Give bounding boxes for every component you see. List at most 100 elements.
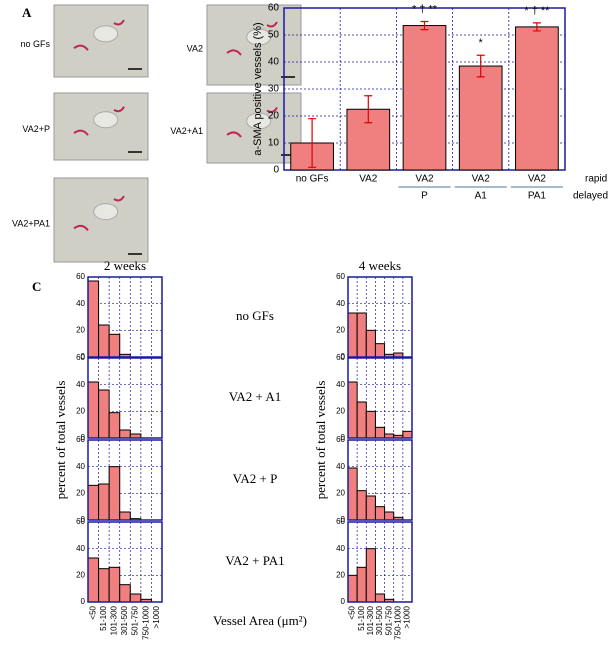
y-tick-label: 60: [268, 3, 280, 14]
bar: [356, 490, 367, 521]
y-tick-label: 60: [336, 435, 345, 444]
x-tick-label: 51-100: [357, 605, 366, 630]
micrograph-stain: [73, 195, 125, 232]
y-tick-label: 20: [336, 406, 345, 415]
plot-frame: [87, 439, 163, 521]
y-axis-label: percent of total vessels: [53, 381, 68, 500]
micrograph-vessel: [246, 28, 272, 46]
row-label: VA2 + P: [233, 471, 278, 486]
y-tick-label: 0: [81, 433, 86, 442]
y-tick-label: 40: [336, 299, 345, 308]
x-tick-label: 750-1000: [393, 605, 402, 639]
bar: [402, 430, 413, 439]
y-tick-label: 40: [268, 57, 280, 68]
bar: [402, 25, 447, 171]
x-tick-label: >1000: [403, 605, 412, 628]
bar: [98, 483, 110, 521]
y-tick-label: 40: [336, 462, 345, 471]
bar: [515, 26, 559, 171]
x-tick-label: VA2: [359, 174, 378, 185]
x-tick-label: VA2: [528, 174, 547, 185]
y-tick-label: 20: [76, 488, 85, 497]
y-tick-label: 40: [76, 299, 85, 308]
x-tick-label: 750-1000: [141, 605, 150, 639]
error-bar: [532, 22, 541, 32]
x-axis-label: Vessel Area (μm²): [213, 613, 307, 628]
y-tick-label: 20: [336, 488, 345, 497]
annotation: * † **: [524, 5, 550, 17]
column-title: 4 weeks: [359, 258, 401, 273]
row-label: VA2 + PA1: [225, 553, 284, 568]
bar: [356, 566, 367, 603]
error-bar: [364, 95, 373, 124]
x-tick-label: 51-100: [99, 605, 108, 630]
y-tick-label: 60: [336, 272, 345, 281]
panel-label: A: [22, 5, 32, 20]
bar: [374, 343, 386, 358]
x-tick-label: 101-300: [110, 605, 119, 635]
micrograph-label: VA2+P: [22, 124, 50, 134]
y-tick-label: 0: [341, 597, 346, 606]
error-bar: [420, 20, 429, 31]
y-tick-label: 0: [81, 352, 86, 361]
y-tick-label: 20: [336, 570, 345, 579]
bar: [365, 410, 376, 439]
row-name: rapid: [585, 174, 607, 185]
bar: [374, 506, 386, 521]
bar: [347, 574, 358, 603]
y-tick-label: 40: [76, 462, 85, 471]
row-label: VA2 + A1: [229, 389, 282, 404]
y-tick-label: 60: [336, 353, 345, 362]
y-tick-label: 60: [76, 272, 85, 281]
y-tick-label: 60: [76, 517, 85, 526]
bar: [347, 467, 358, 521]
x-tick-label: VA2: [415, 174, 434, 185]
x-tick-label: 301-500: [375, 605, 384, 635]
x-tick-label-delayed: A1: [475, 191, 488, 202]
micrograph-stain: [226, 106, 278, 138]
micrograph-stain: [226, 21, 278, 56]
micrograph-vessel: [93, 25, 119, 43]
annotation: * † **: [412, 3, 438, 15]
bar: [108, 566, 121, 603]
row-name: delayed: [573, 191, 608, 202]
bar: [365, 548, 376, 603]
bar: [87, 484, 100, 521]
column-title: 2 weeks: [104, 258, 146, 273]
bar: [356, 401, 367, 439]
plot-frame: [347, 357, 413, 439]
y-tick-label: 40: [76, 544, 85, 553]
x-tick-label: 501-750: [384, 605, 393, 635]
y-axis-label: a-SMA positive vessels (%): [252, 22, 264, 155]
plot-frame: [347, 521, 413, 603]
y-tick-label: 40: [336, 544, 345, 553]
micrograph-label: VA2+PA1: [12, 219, 50, 229]
annotation: *: [479, 37, 484, 49]
panel-label: C: [32, 279, 41, 294]
y-tick-label: 30: [268, 84, 280, 95]
y-tick-label: 60: [76, 353, 85, 362]
micrograph-label: VA2+A1: [170, 126, 203, 136]
y-tick-label: 0: [81, 515, 86, 524]
y-tick-label: 20: [336, 325, 345, 334]
bar: [87, 557, 100, 603]
plot-frame: [347, 276, 413, 358]
error-bar: [476, 54, 485, 78]
micrograph: [206, 4, 302, 86]
bar: [374, 593, 386, 603]
bar: [374, 426, 386, 439]
y-tick-label: 0: [81, 597, 86, 606]
bar: [365, 329, 376, 358]
y-tick-label: 20: [76, 325, 85, 334]
y-tick-label: 0: [273, 165, 279, 176]
bar: [87, 381, 100, 439]
bar: [98, 568, 110, 603]
bar: [98, 324, 110, 358]
y-tick-label: 60: [336, 517, 345, 526]
bar: [119, 511, 131, 521]
micrograph-stain: [73, 19, 125, 51]
x-tick-label-delayed: P: [421, 191, 428, 202]
micrograph-label: VA2: [187, 43, 203, 53]
micrograph-vessel: [93, 203, 119, 221]
